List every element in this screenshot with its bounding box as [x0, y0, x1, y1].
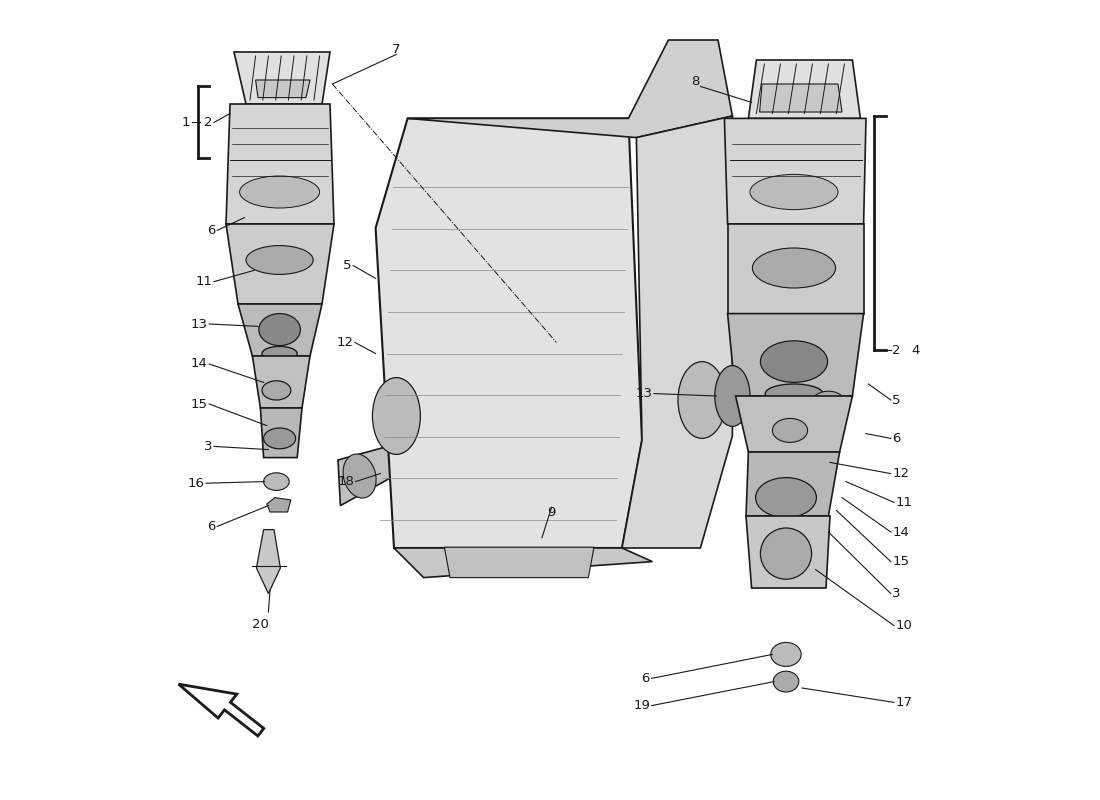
Text: 12: 12 — [892, 467, 910, 480]
Ellipse shape — [343, 454, 376, 498]
Text: 6: 6 — [641, 672, 650, 685]
Text: 3: 3 — [204, 440, 212, 453]
Text: 6: 6 — [892, 432, 901, 445]
Text: 12: 12 — [337, 336, 353, 349]
Ellipse shape — [813, 391, 845, 412]
Text: 14: 14 — [190, 358, 208, 370]
Ellipse shape — [262, 346, 297, 361]
Polygon shape — [444, 547, 594, 578]
Polygon shape — [261, 408, 302, 458]
Text: 3: 3 — [892, 587, 901, 600]
Ellipse shape — [262, 381, 290, 400]
Ellipse shape — [373, 378, 420, 454]
Text: 16: 16 — [187, 477, 205, 490]
Text: 5: 5 — [892, 394, 901, 406]
Ellipse shape — [771, 642, 801, 666]
Text: 13: 13 — [636, 387, 652, 400]
Ellipse shape — [750, 174, 838, 210]
Polygon shape — [375, 118, 642, 548]
Polygon shape — [267, 498, 290, 512]
Ellipse shape — [766, 384, 823, 403]
Ellipse shape — [772, 418, 807, 442]
Polygon shape — [727, 314, 864, 396]
Ellipse shape — [258, 314, 300, 346]
Text: 10: 10 — [895, 619, 913, 632]
Text: 18: 18 — [337, 475, 354, 488]
Text: 14: 14 — [892, 526, 910, 538]
Text: 9: 9 — [548, 506, 556, 518]
Text: 7: 7 — [392, 43, 400, 56]
Ellipse shape — [756, 478, 816, 518]
Text: 19: 19 — [634, 699, 650, 712]
Ellipse shape — [678, 362, 726, 438]
Text: 2: 2 — [205, 116, 213, 129]
Polygon shape — [226, 104, 334, 224]
Polygon shape — [736, 396, 853, 452]
Ellipse shape — [773, 671, 799, 692]
Polygon shape — [727, 224, 864, 314]
Polygon shape — [746, 516, 830, 588]
Polygon shape — [748, 60, 860, 118]
Polygon shape — [256, 530, 280, 594]
Polygon shape — [621, 116, 733, 548]
Polygon shape — [226, 224, 334, 304]
Ellipse shape — [760, 341, 827, 382]
Ellipse shape — [240, 176, 320, 208]
Text: 20: 20 — [252, 618, 268, 630]
Polygon shape — [394, 548, 652, 578]
Polygon shape — [408, 40, 733, 138]
Polygon shape — [255, 80, 310, 98]
Ellipse shape — [264, 473, 289, 490]
Text: 6: 6 — [207, 520, 216, 533]
Text: 17: 17 — [895, 696, 913, 709]
Text: 6: 6 — [207, 224, 216, 237]
Ellipse shape — [752, 248, 836, 288]
Text: 8: 8 — [692, 75, 700, 88]
Polygon shape — [725, 118, 866, 224]
Text: 13: 13 — [190, 318, 208, 330]
Ellipse shape — [246, 246, 314, 274]
Text: 1: 1 — [182, 116, 190, 129]
Ellipse shape — [715, 366, 750, 426]
Polygon shape — [234, 52, 330, 104]
Polygon shape — [746, 452, 839, 516]
Polygon shape — [238, 304, 322, 356]
Text: 5: 5 — [343, 259, 352, 272]
Ellipse shape — [760, 528, 812, 579]
Text: 11: 11 — [895, 496, 913, 509]
Text: 15: 15 — [892, 555, 910, 568]
Polygon shape — [178, 684, 264, 736]
Text: 15: 15 — [190, 398, 208, 410]
Ellipse shape — [264, 428, 296, 449]
Polygon shape — [760, 84, 842, 112]
Text: 11: 11 — [196, 275, 212, 288]
Polygon shape — [338, 444, 396, 506]
Text: 2: 2 — [892, 344, 901, 357]
Text: 4: 4 — [912, 344, 920, 357]
Polygon shape — [252, 356, 310, 408]
